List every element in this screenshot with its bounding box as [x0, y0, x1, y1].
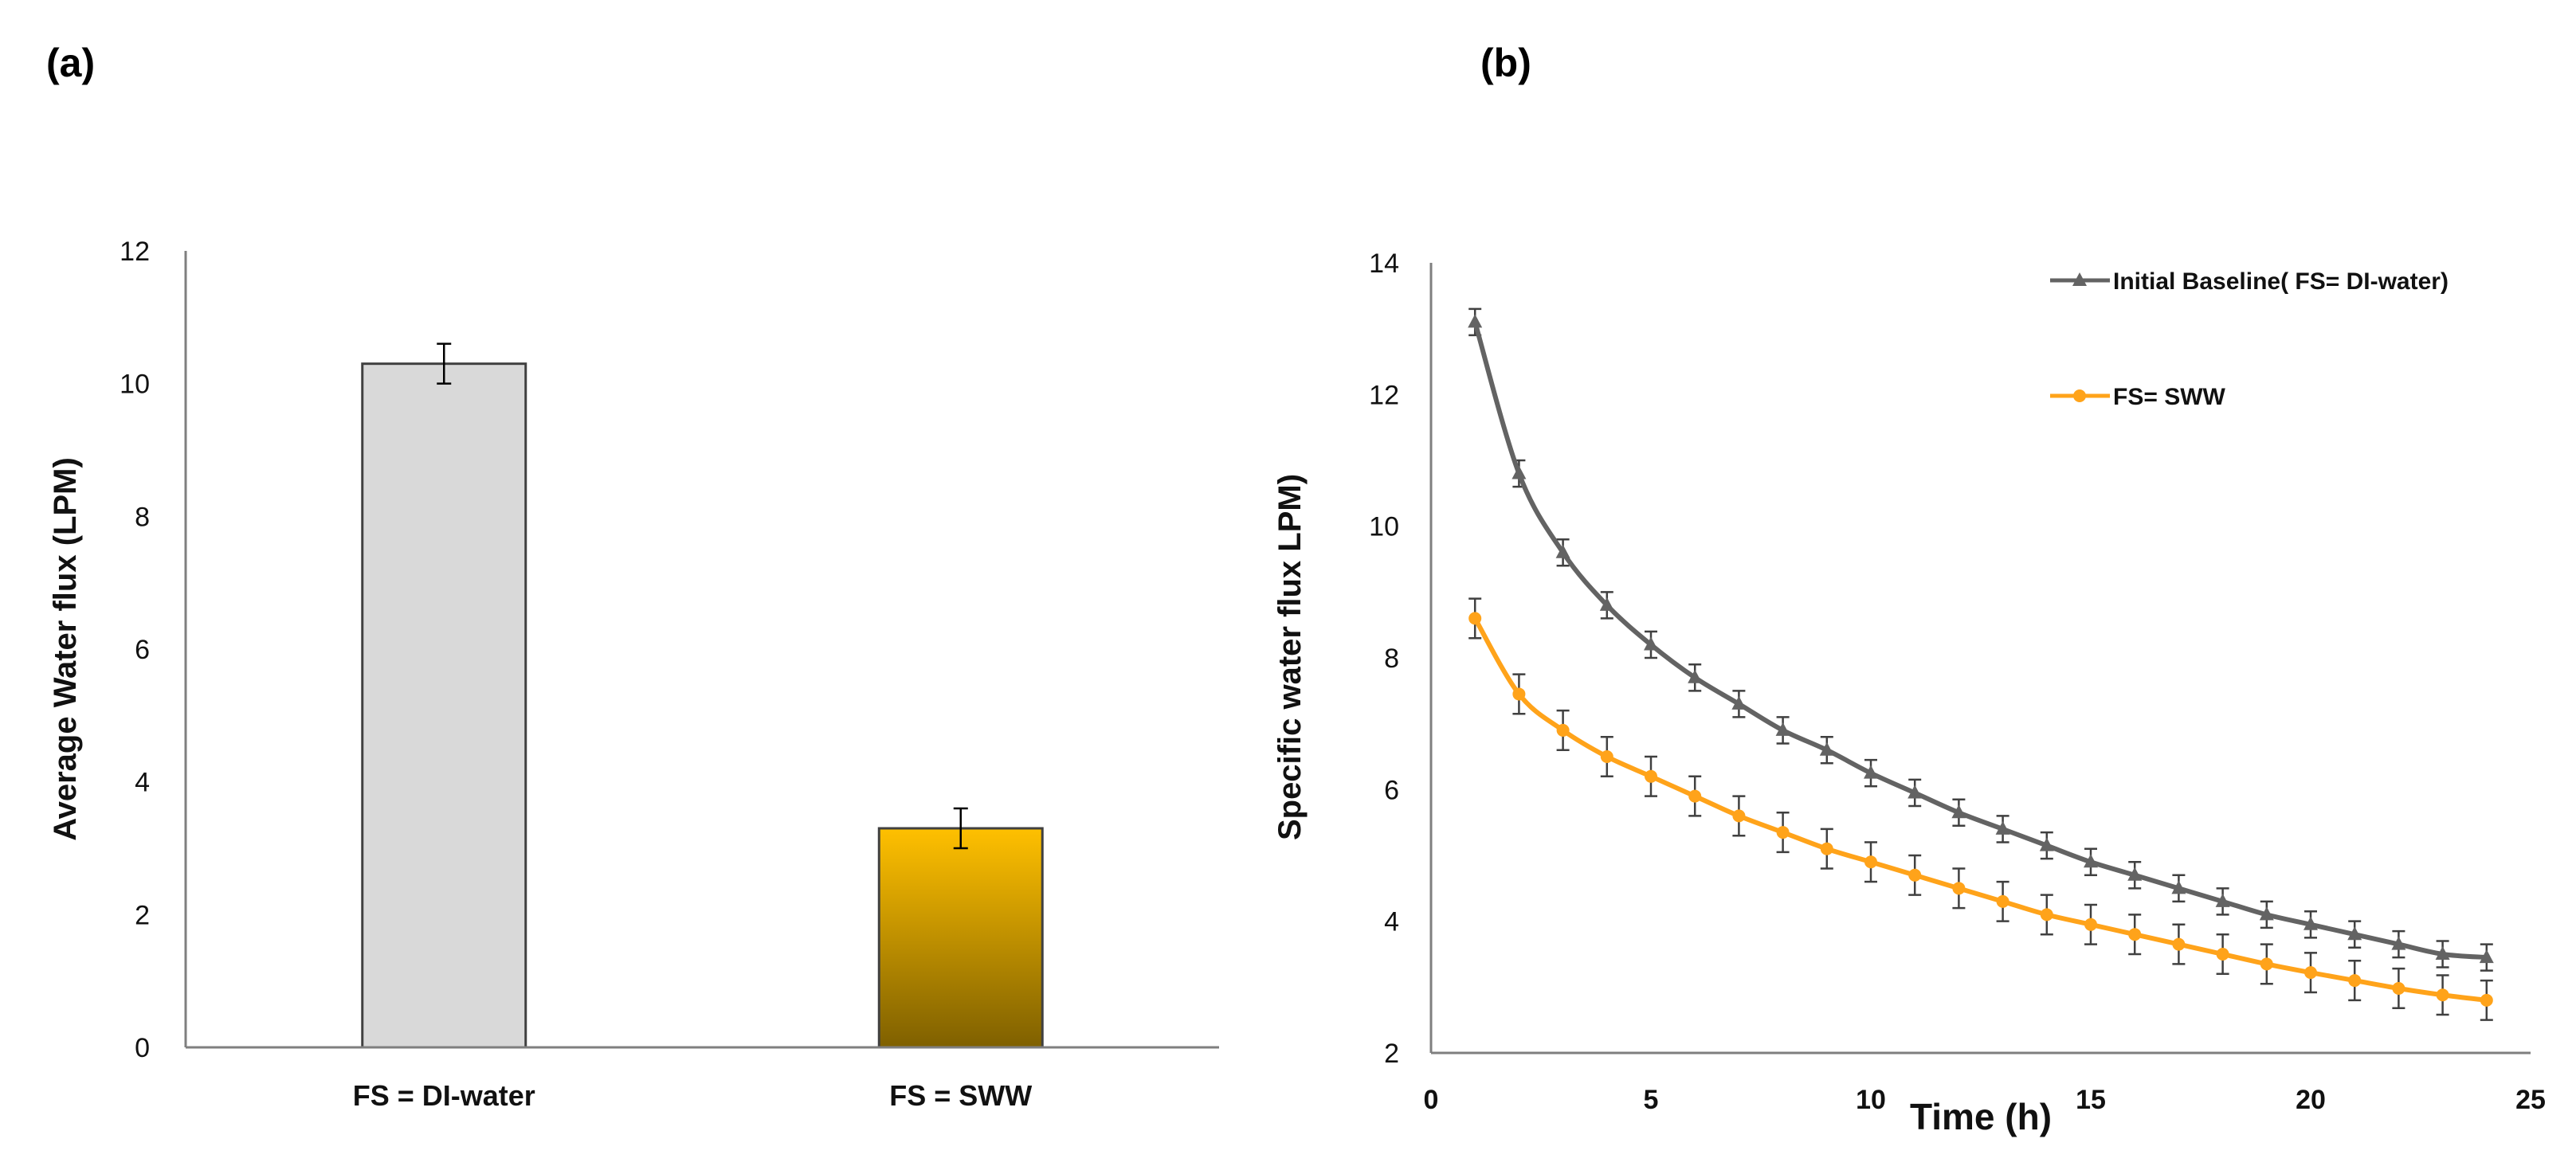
data-point	[2348, 974, 2362, 988]
data-point	[2480, 993, 2493, 1007]
data-point	[2039, 837, 2054, 851]
data-point	[1599, 597, 1614, 611]
series-line	[1472, 616, 2488, 1003]
y-tick-label: 10	[120, 370, 150, 400]
data-point	[1908, 868, 1922, 882]
x-tick-label: 25	[2515, 1085, 2546, 1115]
data-point	[2392, 981, 2405, 995]
bar	[361, 362, 527, 1049]
y-tick-label: 6	[135, 635, 150, 665]
panel-label-a: (a)	[46, 41, 95, 85]
data-point	[2128, 928, 2142, 941]
data-point	[2435, 946, 2450, 960]
data-point	[1996, 894, 2009, 908]
data-point	[1951, 804, 1966, 819]
data-point	[1556, 723, 1570, 737]
data-point	[1776, 826, 1790, 839]
y-axis-title: Average Water flux (LPM)	[48, 457, 83, 841]
data-point	[1952, 882, 1966, 895]
data-point	[2040, 908, 2053, 922]
bar	[877, 827, 1044, 1049]
data-point	[2260, 957, 2273, 971]
y-tick-label: 2	[1384, 1039, 1399, 1069]
data-point	[1468, 314, 1483, 328]
data-point	[2259, 906, 2274, 921]
legend-marker	[2073, 389, 2086, 402]
x-tick-label: 20	[2296, 1085, 2326, 1115]
legend-label: Initial Baseline( FS= DI-water)	[2113, 268, 2449, 295]
data-point	[1512, 687, 1526, 701]
x-tick-label: 15	[2076, 1085, 2106, 1115]
data-point	[1820, 842, 1833, 855]
y-tick-label: 4	[1384, 907, 1399, 937]
data-point	[2084, 854, 2098, 868]
data-point	[1775, 722, 1790, 736]
data-point	[1555, 544, 1570, 558]
y-tick-label: 4	[135, 768, 150, 798]
data-point	[1995, 820, 2010, 835]
data-point	[2127, 867, 2143, 881]
category-label: FS = SWW	[889, 1079, 1032, 1112]
data-point	[2304, 916, 2318, 930]
data-point	[1645, 769, 1657, 783]
data-point	[1688, 789, 1702, 803]
data-point	[1511, 465, 1527, 479]
data-point	[2347, 926, 2362, 941]
legend-label: FS= SWW	[2113, 384, 2226, 410]
line-chart-panel: (b) 2 4 6 8 10 12 14 0 5 10 15 20 25 Time (h) Speci…	[1272, 41, 2546, 1137]
data-point	[1468, 612, 1482, 625]
data-point	[2172, 937, 2186, 951]
data-point	[1819, 742, 1834, 756]
data-point	[1644, 636, 1658, 651]
y-tick-label: 14	[1369, 248, 1399, 279]
data-point	[1688, 669, 1703, 683]
x-axis-title: Time (h)	[1910, 1096, 2052, 1137]
y-tick-label: 12	[1369, 380, 1399, 410]
y-tick-label: 10	[1369, 512, 1399, 542]
data-point	[2436, 988, 2449, 1002]
y-tick-label: 2	[135, 900, 150, 930]
panel-label-b: (b)	[1480, 41, 1531, 85]
y-axis-title: Specific water flux LPM)	[1272, 474, 1308, 840]
data-point	[2391, 936, 2406, 950]
data-point	[2084, 918, 2097, 931]
series-line	[1472, 321, 2488, 961]
bar-chart-panel: (a) 0 2 4 6 8 10 12 FS = DI-water FS = SWW Aver…	[46, 41, 1219, 1112]
x-tick-label: 5	[1644, 1085, 1659, 1115]
data-point	[1600, 750, 1613, 763]
y-tick-label: 6	[1384, 775, 1399, 805]
y-tick-label: 8	[1384, 644, 1399, 674]
data-point	[1732, 809, 1746, 823]
y-tick-label: 0	[135, 1033, 150, 1063]
data-point	[1864, 855, 1877, 869]
y-tick-label: 12	[120, 237, 150, 267]
legend: Initial Baseline( FS= DI-water) FS= SWW	[2050, 268, 2449, 410]
data-point	[1731, 695, 1747, 710]
series-baseline	[1468, 307, 2494, 972]
data-point	[1864, 765, 1878, 779]
data-point	[2171, 880, 2186, 894]
category-label: FS = DI-water	[353, 1079, 535, 1112]
y-tick-label: 8	[135, 502, 150, 532]
legend-marker	[2072, 272, 2087, 286]
data-point	[2216, 948, 2229, 961]
x-tick-label: 0	[1424, 1085, 1439, 1115]
data-point	[2479, 949, 2494, 964]
data-point	[2304, 966, 2317, 980]
series-sww	[1468, 597, 2493, 1021]
data-point	[1907, 785, 1923, 799]
data-point	[2215, 893, 2230, 907]
x-tick-label: 10	[1856, 1085, 1886, 1115]
